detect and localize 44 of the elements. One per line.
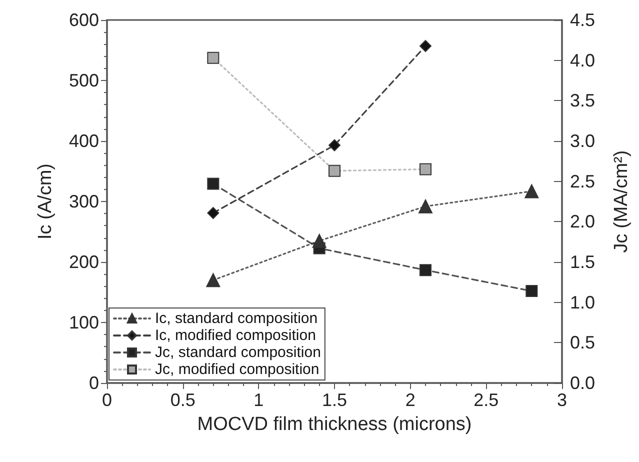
y-tick-label: 600	[68, 10, 99, 30]
y-tick-label: 200	[68, 252, 99, 272]
legend-label: Jc, modified composition	[155, 361, 320, 378]
point	[524, 184, 539, 198]
point	[206, 273, 220, 288]
point	[207, 178, 220, 190]
y2-tick-label: 2.5	[570, 171, 596, 192]
point	[420, 264, 432, 276]
y2-tick-label: 1.0	[570, 292, 596, 312]
y2-tick-label: 3.0	[570, 131, 596, 151]
y2-tick-label: 1.5	[570, 252, 596, 272]
x-tick-label: 2	[405, 390, 416, 410]
point	[420, 163, 432, 176]
x-tick-label: 2.5	[474, 390, 499, 410]
y2-tick-label: 4.5	[570, 10, 596, 30]
y2-tick-label: 0.5	[570, 332, 596, 353]
point	[328, 139, 340, 152]
y-tick-label: 500	[68, 70, 99, 90]
x-axis-title: MOCVD film thickness (microns)	[197, 414, 472, 435]
x-tick-label: 1	[254, 390, 264, 410]
point	[526, 285, 538, 298]
y2-tick-label: 2.0	[570, 212, 596, 232]
y-axis-title: Ic (A/cm)	[35, 164, 56, 240]
legend-label: Ic, standard composition	[155, 310, 318, 327]
y2-tick-label: 0.0	[570, 373, 596, 393]
x-tick-label: 0	[102, 390, 112, 410]
point	[207, 52, 220, 64]
point	[420, 40, 432, 52]
y2-tick-label: 3.5	[570, 90, 596, 111]
y-tick-label: 0	[88, 373, 99, 393]
x-tick-label: 1.5	[322, 390, 348, 410]
point	[328, 164, 340, 177]
y2-tick-label: 4.0	[570, 50, 596, 70]
x-tick-label: 3	[556, 390, 568, 410]
point	[418, 199, 432, 214]
y2-axis-title: Jc (MA/cm²)	[611, 150, 632, 253]
y-tick-label: 300	[68, 192, 99, 212]
point	[312, 234, 326, 248]
legend-label: Jc, standard composition	[155, 344, 321, 361]
y-tick-label: 100	[68, 312, 99, 332]
legend-label: Ic, modified composition	[155, 327, 316, 344]
y-tick-label: 400	[68, 131, 99, 151]
x-tick-label: 0.5	[170, 390, 196, 410]
point	[207, 206, 220, 219]
